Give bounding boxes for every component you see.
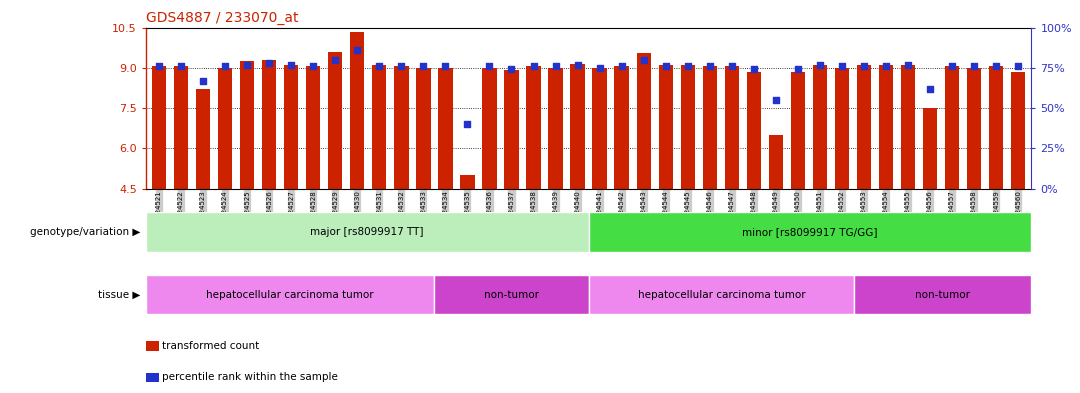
Text: genotype/variation ▶: genotype/variation ▶	[30, 227, 140, 237]
Point	[834, 63, 851, 69]
Bar	[923, 108, 937, 189]
Point	[546, 63, 564, 69]
Point	[415, 63, 432, 69]
Text: GDS4887 / 233070_at: GDS4887 / 233070_at	[146, 11, 298, 25]
Bar	[240, 61, 254, 189]
Text: non-tumor: non-tumor	[484, 290, 539, 300]
Point	[436, 63, 454, 69]
Point	[370, 63, 388, 69]
Bar	[703, 66, 717, 189]
Point	[194, 77, 212, 84]
Bar	[218, 68, 232, 189]
Point	[811, 61, 828, 68]
Bar	[306, 66, 321, 189]
Point	[569, 61, 586, 68]
Point	[1010, 63, 1027, 69]
Bar	[659, 65, 673, 189]
Point	[260, 60, 278, 66]
Bar	[769, 135, 783, 189]
Bar	[526, 66, 541, 189]
Bar	[146, 212, 589, 252]
Point	[305, 63, 322, 69]
Point	[855, 63, 873, 69]
Point	[326, 57, 343, 63]
Bar	[434, 275, 589, 314]
Bar	[791, 72, 805, 189]
Bar	[945, 66, 959, 189]
Bar	[328, 51, 342, 189]
Text: hepatocellular carcinoma tumor: hepatocellular carcinoma tumor	[637, 290, 806, 300]
Bar	[989, 66, 1003, 189]
Point	[987, 63, 1004, 69]
Point	[900, 61, 917, 68]
Bar	[725, 66, 739, 189]
Bar	[416, 68, 431, 189]
Bar	[504, 70, 518, 189]
Bar	[901, 65, 915, 189]
Point	[239, 61, 256, 68]
Point	[921, 86, 939, 92]
Bar	[549, 68, 563, 189]
Bar	[746, 72, 761, 189]
Point	[150, 63, 167, 69]
Text: percentile rank within the sample: percentile rank within the sample	[162, 372, 338, 382]
Bar	[879, 65, 893, 189]
Bar	[589, 212, 1031, 252]
Bar	[636, 53, 651, 189]
Bar	[350, 31, 364, 189]
Point	[349, 47, 366, 53]
Point	[724, 63, 741, 69]
Bar	[854, 275, 1031, 314]
Text: transformed count: transformed count	[162, 341, 259, 351]
Bar	[438, 68, 453, 189]
Point	[613, 63, 631, 69]
Point	[481, 63, 498, 69]
Point	[459, 121, 476, 127]
Text: hepatocellular carcinoma tumor: hepatocellular carcinoma tumor	[206, 290, 374, 300]
Point	[503, 66, 521, 73]
Bar	[483, 68, 497, 189]
Text: minor [rs8099917 TG/GG]: minor [rs8099917 TG/GG]	[742, 227, 878, 237]
Bar	[195, 89, 211, 189]
Point	[216, 63, 233, 69]
Bar	[967, 68, 982, 189]
Bar	[680, 65, 694, 189]
Bar	[813, 65, 827, 189]
Bar	[835, 68, 849, 189]
Point	[701, 63, 718, 69]
Bar	[1011, 72, 1025, 189]
Point	[635, 57, 652, 63]
Bar	[856, 65, 872, 189]
Bar	[262, 60, 276, 189]
Bar	[460, 175, 474, 189]
Point	[591, 64, 608, 71]
Text: major [rs8099917 TT]: major [rs8099917 TT]	[310, 227, 424, 237]
Point	[944, 63, 961, 69]
Bar	[174, 66, 188, 189]
Point	[789, 66, 807, 73]
Bar	[589, 275, 854, 314]
Bar	[593, 68, 607, 189]
Bar	[284, 65, 298, 189]
Bar	[152, 66, 166, 189]
Bar	[146, 275, 434, 314]
Point	[745, 66, 762, 73]
Point	[173, 63, 190, 69]
Point	[767, 97, 784, 103]
Bar	[373, 65, 387, 189]
Bar	[570, 64, 584, 189]
Text: tissue ▶: tissue ▶	[98, 290, 140, 300]
Bar	[615, 66, 629, 189]
Point	[966, 63, 983, 69]
Point	[877, 63, 894, 69]
Bar	[394, 66, 408, 189]
Point	[657, 63, 674, 69]
Text: non-tumor: non-tumor	[916, 290, 970, 300]
Point	[679, 63, 697, 69]
Point	[393, 63, 410, 69]
Point	[525, 63, 542, 69]
Point	[283, 61, 300, 68]
